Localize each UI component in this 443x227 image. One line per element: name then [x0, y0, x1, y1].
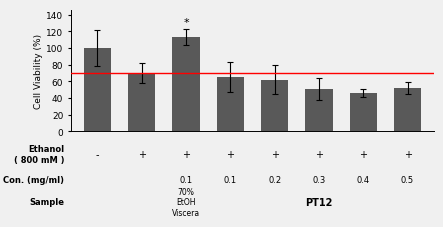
Y-axis label: Cell Viability (%): Cell Viability (%): [34, 34, 43, 109]
Text: *: *: [183, 18, 189, 28]
Text: 0.1: 0.1: [224, 175, 237, 184]
Bar: [128, 74, 155, 132]
Text: Sample: Sample: [29, 197, 64, 207]
Text: 0.5: 0.5: [401, 175, 414, 184]
Text: +: +: [182, 149, 190, 159]
Text: Con. (mg/ml): Con. (mg/ml): [3, 175, 64, 184]
Text: +: +: [359, 149, 367, 159]
Bar: [217, 78, 244, 132]
Bar: [84, 49, 111, 132]
Text: +: +: [404, 149, 412, 159]
Text: Ethanol
( 800 mM ): Ethanol ( 800 mM ): [14, 145, 64, 164]
Text: -: -: [96, 149, 99, 159]
Bar: [261, 80, 288, 132]
Text: +: +: [226, 149, 234, 159]
Text: 0.1: 0.1: [179, 175, 193, 184]
Text: 70%
EtOH
Viscera: 70% EtOH Viscera: [172, 187, 200, 217]
Text: 0.3: 0.3: [312, 175, 326, 184]
Text: +: +: [271, 149, 279, 159]
Bar: [350, 94, 377, 132]
Bar: [172, 38, 200, 132]
Text: +: +: [138, 149, 146, 159]
Text: +: +: [315, 149, 323, 159]
Bar: [394, 89, 421, 132]
Text: PT12: PT12: [305, 197, 333, 207]
Text: 0.2: 0.2: [268, 175, 281, 184]
Bar: [305, 89, 333, 132]
Text: 0.4: 0.4: [357, 175, 370, 184]
